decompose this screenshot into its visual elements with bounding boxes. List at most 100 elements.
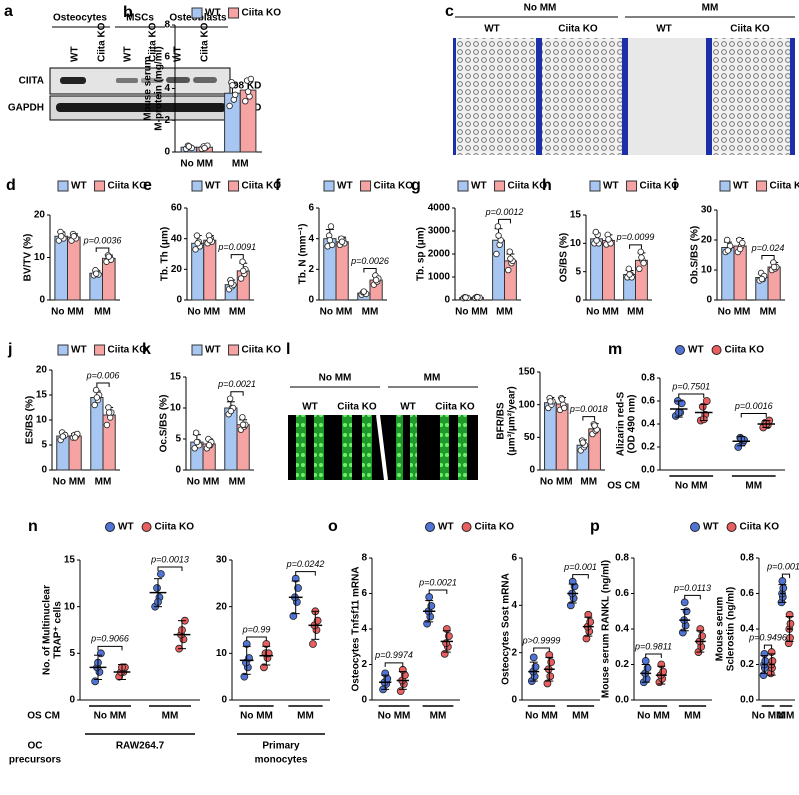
lane-label: WT xyxy=(70,46,81,62)
data-point xyxy=(260,663,268,672)
data-point xyxy=(736,245,744,253)
panel-letter: p xyxy=(590,518,600,535)
y-axis-label: Ob.S/BS (%) xyxy=(690,226,701,284)
x-tick-label: No MM xyxy=(187,477,220,488)
data-point xyxy=(678,628,687,637)
data-point xyxy=(360,288,368,295)
y-tick-label: 5 xyxy=(175,434,181,445)
y-axis-label: Mouse serum xyxy=(143,56,154,121)
data-point xyxy=(191,445,198,452)
p-value: p=0.9974 xyxy=(374,650,413,660)
y-axis-label: Tb. N (mm⁻¹) xyxy=(298,224,309,285)
data-point xyxy=(294,584,302,592)
size-label: 98 KD xyxy=(233,81,261,92)
data-point xyxy=(58,233,65,240)
y-tick-label: 0.4 xyxy=(615,624,629,635)
data-point xyxy=(192,429,200,436)
data-point xyxy=(105,409,113,416)
data-point xyxy=(425,593,434,601)
bar xyxy=(590,238,603,301)
x-tick-label: No MM xyxy=(378,711,411,722)
data-point xyxy=(494,223,502,230)
significance-bracket xyxy=(295,571,316,576)
y-tick-label: 6 xyxy=(361,588,367,599)
legend-swatch xyxy=(626,180,638,192)
data-point xyxy=(92,386,100,394)
y-tick-label: 0.6 xyxy=(641,396,655,407)
y-axis-label: Mouse serum RANKL (ng/ml) xyxy=(601,560,612,698)
legend-label: Ciita KO xyxy=(725,345,765,356)
y-tick-label: 8 xyxy=(361,553,367,564)
y-axis-label: OS/BS (%) xyxy=(559,233,570,282)
y-axis-label: Sclerostin (ng/ml) xyxy=(726,587,737,671)
data-point xyxy=(659,667,668,676)
data-point xyxy=(227,407,235,415)
data-point xyxy=(240,672,249,681)
bar xyxy=(54,235,69,301)
significance-bracket xyxy=(246,636,267,641)
y-axis-label: Tb. Th (μm) xyxy=(160,227,171,281)
y-tick-label: 5 xyxy=(69,648,75,659)
y-tick-label: 15 xyxy=(64,555,76,566)
y-tick-label: 6 xyxy=(511,553,517,564)
significance-bracket xyxy=(95,247,110,252)
y-tick-label: 0 xyxy=(511,695,517,706)
group-label: No MM xyxy=(319,373,352,384)
legend-swatch xyxy=(94,180,106,192)
data-point xyxy=(739,239,746,247)
y-tick-label: 0.8 xyxy=(740,553,754,564)
data-point xyxy=(626,271,633,278)
data-point xyxy=(593,237,600,244)
data-point xyxy=(247,75,255,83)
data-point xyxy=(505,266,512,274)
p-value: p=0.0099 xyxy=(616,232,655,242)
data-point xyxy=(244,88,252,95)
y-tick-label: 10 xyxy=(570,238,582,249)
fluo-stripe xyxy=(458,415,467,480)
lane-label: Ciita KO xyxy=(148,22,159,62)
y-axis-label: Oc.S/BS (%) xyxy=(159,395,170,453)
y-tick-label: 0 xyxy=(164,147,170,158)
y-tick-label: 5 xyxy=(41,440,47,451)
data-point xyxy=(70,233,77,240)
legend-label: WT xyxy=(703,522,719,533)
data-point xyxy=(637,248,644,256)
y-tick-label: 30 xyxy=(701,205,713,216)
data-point xyxy=(507,255,514,262)
x-tick-label: MM xyxy=(232,159,249,170)
data-point xyxy=(547,398,554,405)
significance-bracket xyxy=(384,662,404,667)
significance-bracket xyxy=(363,267,377,273)
y-axis-label: No. of Multinuclear xyxy=(42,585,53,675)
p-value: p=0.0021 xyxy=(418,577,457,587)
data-point xyxy=(92,270,100,277)
bar xyxy=(492,239,505,301)
legend-swatch xyxy=(191,180,203,192)
panel-letter: i xyxy=(673,177,677,194)
legend-swatch xyxy=(228,7,240,19)
x-tick-label: No MM xyxy=(51,307,84,318)
y-tick-label: 4 xyxy=(308,233,314,244)
data-point xyxy=(531,662,540,671)
fluo-stripe xyxy=(440,415,449,480)
data-point xyxy=(698,402,707,411)
significance-bracket xyxy=(678,393,705,398)
y-tick-label: 2000 xyxy=(428,249,451,260)
x-tick-label: No MM xyxy=(455,307,488,318)
significance-bracket xyxy=(629,244,642,249)
y-tick-label: 10 xyxy=(216,648,228,659)
x-axis-label: OS CM xyxy=(27,711,60,722)
legend-swatch xyxy=(191,7,203,19)
data-point xyxy=(759,671,768,680)
panel-letter: h xyxy=(542,177,552,194)
x-tick-label: No MM xyxy=(525,711,558,722)
data-point xyxy=(605,236,612,243)
significance-bracket xyxy=(740,413,767,418)
y-tick-label: 0.2 xyxy=(615,659,629,670)
lane-label: WT xyxy=(173,46,184,62)
data-point xyxy=(193,232,201,239)
p-value: p=0.9066 xyxy=(90,634,129,644)
data-point xyxy=(682,607,691,616)
data-point xyxy=(91,401,98,409)
significance-bracket xyxy=(645,653,662,658)
